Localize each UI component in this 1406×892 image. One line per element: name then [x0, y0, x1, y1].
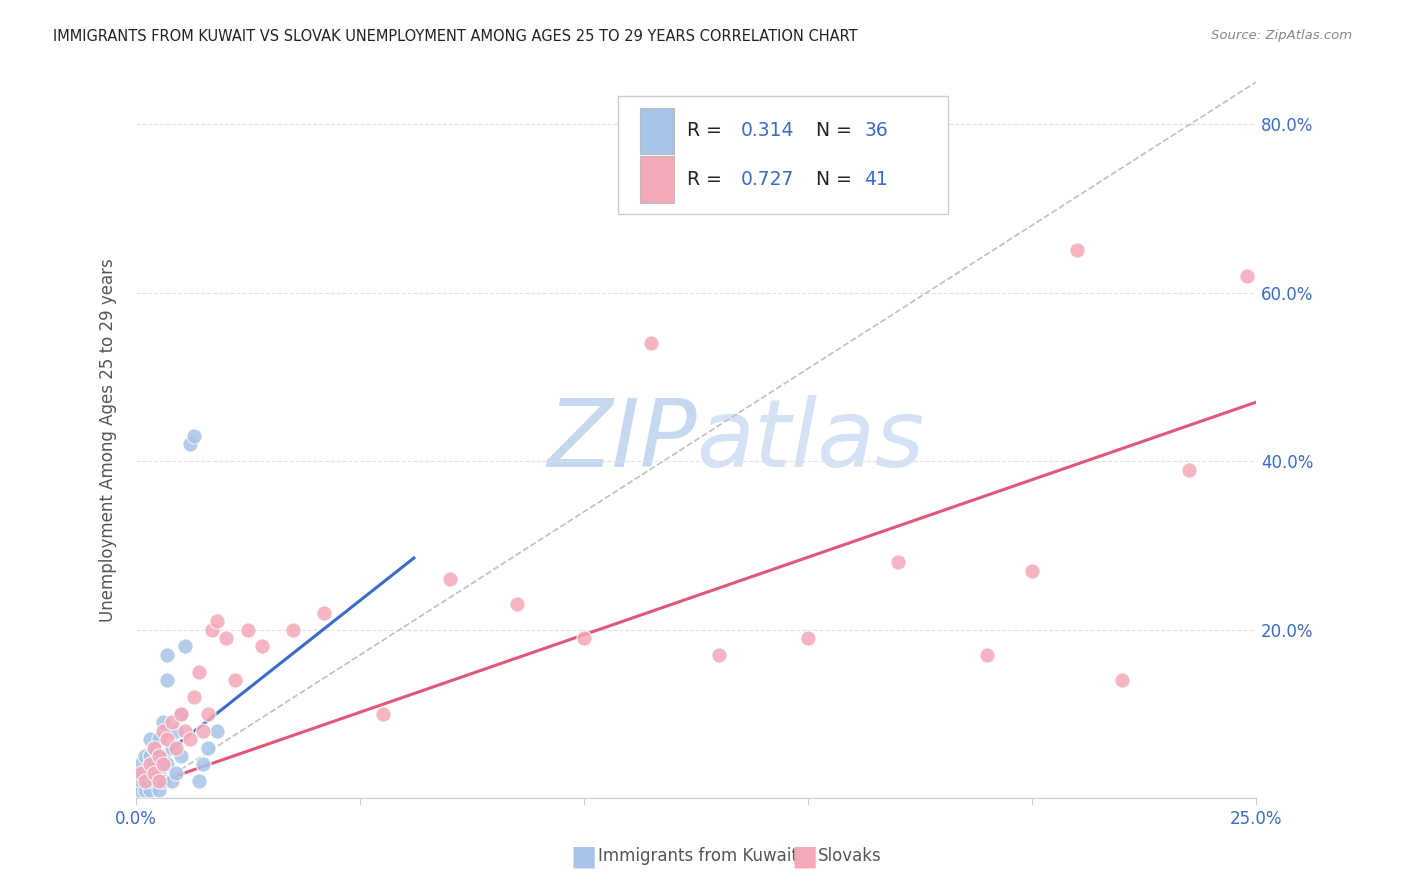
Point — [183, 690, 205, 704]
Point — [1236, 268, 1258, 283]
Point — [156, 732, 179, 747]
Point — [187, 774, 209, 789]
Text: ■: ■ — [792, 842, 817, 871]
Point — [707, 648, 730, 662]
Point — [439, 572, 461, 586]
Point — [506, 597, 529, 611]
Point — [797, 631, 820, 645]
Point — [143, 757, 166, 772]
Point — [143, 774, 166, 789]
Point — [236, 623, 259, 637]
Point — [179, 732, 201, 747]
Text: Immigrants from Kuwait: Immigrants from Kuwait — [598, 847, 797, 865]
Point — [640, 336, 662, 351]
Point — [170, 749, 193, 764]
Point — [143, 765, 166, 780]
Point — [129, 757, 152, 772]
Point — [179, 437, 201, 451]
Point — [887, 555, 910, 569]
Point — [160, 774, 183, 789]
Point — [152, 774, 174, 789]
Text: 0.727: 0.727 — [741, 170, 794, 189]
Point — [215, 631, 238, 645]
Point — [152, 749, 174, 764]
Point — [148, 749, 170, 764]
Point — [371, 706, 394, 721]
Text: R =: R = — [688, 170, 728, 189]
Point — [1021, 564, 1043, 578]
Point — [205, 614, 228, 628]
Point — [205, 723, 228, 738]
Point — [143, 740, 166, 755]
Text: atlas: atlas — [696, 394, 925, 485]
Text: 36: 36 — [865, 121, 889, 140]
Text: N =: N = — [815, 170, 858, 189]
Point — [165, 740, 187, 755]
Point — [201, 623, 224, 637]
FancyBboxPatch shape — [617, 96, 948, 214]
Point — [136, 774, 159, 789]
Point — [143, 740, 166, 755]
Point — [1066, 244, 1088, 258]
Text: N =: N = — [815, 121, 858, 140]
Point — [129, 774, 152, 789]
Point — [165, 723, 187, 738]
Point — [165, 765, 187, 780]
Point — [174, 723, 197, 738]
Text: 0.314: 0.314 — [741, 121, 794, 140]
Point — [281, 623, 304, 637]
Text: 41: 41 — [865, 170, 889, 189]
Point — [138, 782, 160, 797]
Point — [197, 740, 219, 755]
Point — [152, 715, 174, 730]
Point — [170, 706, 193, 721]
Text: Source: ZipAtlas.com: Source: ZipAtlas.com — [1212, 29, 1353, 42]
Point — [148, 782, 170, 797]
Point — [128, 782, 150, 797]
Text: IMMIGRANTS FROM KUWAIT VS SLOVAK UNEMPLOYMENT AMONG AGES 25 TO 29 YEARS CORRELAT: IMMIGRANTS FROM KUWAIT VS SLOVAK UNEMPLO… — [53, 29, 858, 44]
Point — [152, 723, 174, 738]
Point — [134, 782, 156, 797]
Point — [224, 673, 246, 688]
Text: ■: ■ — [571, 842, 596, 871]
Text: Slovaks: Slovaks — [818, 847, 882, 865]
Point — [134, 749, 156, 764]
Point — [148, 765, 170, 780]
Point — [170, 706, 193, 721]
Point — [174, 640, 197, 654]
Point — [156, 673, 179, 688]
Point — [976, 648, 998, 662]
Point — [156, 648, 179, 662]
Point — [183, 429, 205, 443]
Point — [193, 723, 215, 738]
FancyBboxPatch shape — [640, 108, 673, 154]
Point — [314, 606, 336, 620]
Point — [160, 715, 183, 730]
Point — [197, 706, 219, 721]
Point — [156, 757, 179, 772]
Point — [138, 749, 160, 764]
Text: R =: R = — [688, 121, 728, 140]
Point — [1178, 462, 1201, 476]
Point — [250, 640, 273, 654]
Text: ZIP: ZIP — [547, 394, 696, 485]
Point — [138, 765, 160, 780]
Y-axis label: Unemployment Among Ages 25 to 29 years: Unemployment Among Ages 25 to 29 years — [100, 258, 117, 622]
Point — [1111, 673, 1133, 688]
Point — [572, 631, 595, 645]
Point — [132, 765, 155, 780]
Point — [148, 732, 170, 747]
Point — [152, 757, 174, 772]
Point — [148, 774, 170, 789]
Point — [187, 665, 209, 679]
Point — [134, 774, 156, 789]
Point — [193, 757, 215, 772]
FancyBboxPatch shape — [640, 156, 673, 203]
Point — [138, 757, 160, 772]
Point — [160, 740, 183, 755]
Point — [138, 732, 160, 747]
Point — [129, 765, 152, 780]
